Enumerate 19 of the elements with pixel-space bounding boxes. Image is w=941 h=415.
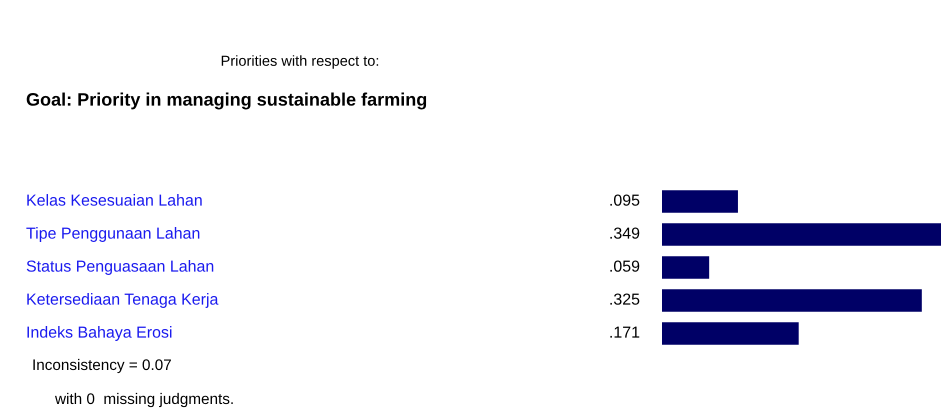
- data-label: .095: [610, 194, 640, 206]
- text: with 0 missing judgments.: [54, 392, 233, 408]
- bar: [662, 289, 922, 312]
- bar: [662, 322, 799, 345]
- bar: [662, 190, 738, 213]
- y-tick-label: Indeks Bahaya Erosi: [27, 326, 172, 341]
- y-tick-label: Tipe Penggunaan Lahan: [26, 227, 200, 242]
- text: Inconsistency = 0.07: [33, 358, 171, 374]
- bar: [662, 256, 710, 279]
- bar: [662, 223, 941, 246]
- y-tick-label: Status Penguasaan Lahan: [26, 260, 214, 275]
- data-label: .171: [610, 326, 640, 338]
- data-label: .349: [610, 227, 640, 239]
- y-tick-label: Ketersediaan Tenaga Kerja: [27, 293, 218, 308]
- text: Priorities with respect to:: [222, 55, 378, 69]
- text: Goal: Priority in managing sustainable farming: [26, 92, 426, 110]
- y-tick-label: Kelas Kesesuaian Lahan: [27, 194, 202, 206]
- data-label: .059: [610, 260, 640, 272]
- data-label: .325: [610, 293, 640, 305]
